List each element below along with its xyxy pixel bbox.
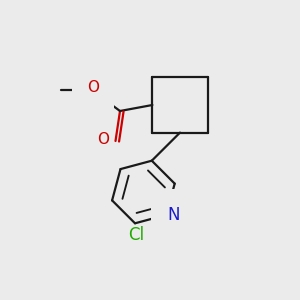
Text: O: O [88, 79, 100, 94]
Text: O: O [87, 80, 99, 94]
Text: Cl: Cl [128, 226, 145, 244]
Text: O: O [97, 132, 109, 147]
Text: N: N [168, 206, 180, 224]
